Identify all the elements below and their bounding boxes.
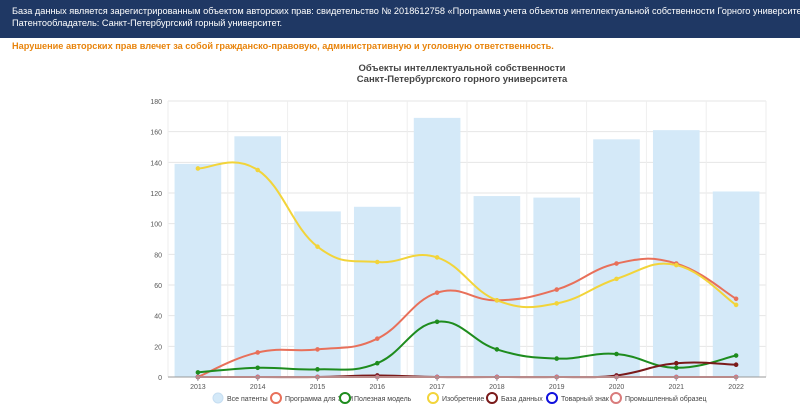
x-tick-label: 2015 <box>310 384 326 391</box>
series-2-point <box>315 244 320 249</box>
x-tick-label: 2018 <box>489 384 505 391</box>
series-0-point <box>255 350 261 355</box>
copyright-warning: Нарушение авторских прав влечет за собой… <box>12 41 554 51</box>
y-tick-label: 140 <box>150 160 162 167</box>
series-1-line <box>197 320 737 374</box>
y-tick-label: 80 <box>154 252 162 259</box>
y-tick-label: 60 <box>154 283 162 290</box>
bar-all-patents <box>533 197 581 377</box>
chart-title-line: Объекты интеллектуальной собственности <box>359 63 566 74</box>
chart-title: Объекты интеллектуальной собственностиСа… <box>357 63 568 85</box>
banner-line-2: Патентообладатель: Санкт-Петербургский г… <box>12 18 283 28</box>
bar-all-patents <box>593 139 640 377</box>
legend-label: Все патенты <box>227 396 268 403</box>
legend-marker <box>610 392 622 404</box>
chart-title-line: Санкт-Петербургского горного университет… <box>357 74 568 85</box>
series-0-point <box>614 261 619 266</box>
bar-all-patents <box>473 196 521 377</box>
bar-all-patents <box>294 211 341 377</box>
ip-objects-chart: 0 20 40 60 80 100 120 140 160 180 2013 2014 2015 2016… <box>150 63 767 404</box>
x-tick-label: 2013 <box>190 384 206 391</box>
series-2-point <box>255 167 261 173</box>
series-1-point <box>375 360 380 366</box>
series-0-point <box>554 287 560 292</box>
y-tick-label: 0 <box>158 375 162 382</box>
series-points <box>195 166 739 380</box>
legend-label: Полезная модель <box>354 396 412 403</box>
bar-all-patents <box>174 163 222 377</box>
axes: 0 20 40 60 80 100 120 140 160 180 2013 2014 2015 2016… <box>150 99 766 391</box>
legend-marker <box>486 392 498 404</box>
legend-label: Промышленный образец <box>625 395 707 403</box>
legend: Все патенты Программа для ЭВМ Полезная мод… <box>212 392 707 404</box>
series-1-point <box>195 370 201 375</box>
legend-marker <box>546 392 558 404</box>
series-2-point <box>674 262 679 268</box>
legend-marker <box>427 392 439 404</box>
x-tick-label: 2014 <box>250 384 266 391</box>
x-tick-label: 2021 <box>669 384 685 391</box>
series-1-point <box>255 365 261 371</box>
series-0-line <box>197 257 737 378</box>
bar-all-patents <box>353 206 401 377</box>
legend-label: Товарный знак <box>561 395 610 403</box>
legend-label: Изобретение <box>442 395 484 403</box>
x-tick-label: 2019 <box>549 384 565 391</box>
series-1-point <box>315 367 320 372</box>
series-1-point <box>494 347 500 352</box>
series-2-point <box>434 255 440 260</box>
legend-marker-all-patents <box>212 392 224 404</box>
copyright-banner: База данных является зарегистрированным … <box>0 0 800 38</box>
x-tick-label: 2016 <box>370 384 386 391</box>
y-tick-label: 20 <box>154 344 162 351</box>
series-2-point <box>614 276 619 282</box>
legend-marker <box>339 392 351 404</box>
series-1-point <box>554 356 560 361</box>
x-tick-label: 2020 <box>609 384 625 391</box>
series-3-point <box>733 362 739 368</box>
x-tick-label: 2022 <box>728 384 744 391</box>
series-1-point <box>614 351 619 357</box>
series-2-point <box>375 259 380 265</box>
y-tick-label: 180 <box>150 99 162 106</box>
legend-label: База данных <box>501 396 543 403</box>
series-2-point <box>195 166 201 171</box>
series-0-point <box>434 290 440 295</box>
series-1-point <box>733 353 739 358</box>
y-tick-label: 40 <box>154 314 162 321</box>
series-0-point <box>375 336 380 341</box>
y-tick-label: 160 <box>150 130 162 137</box>
series-2-point <box>554 301 560 306</box>
series-0-point <box>315 347 320 352</box>
series-1-point <box>434 319 440 325</box>
bar-all-patents <box>712 191 760 377</box>
x-tick-label: 2017 <box>429 384 445 391</box>
y-tick-label: 120 <box>150 191 162 198</box>
series-2-point <box>733 302 739 308</box>
bar-all-patents <box>234 136 282 377</box>
series-3-point <box>674 360 679 366</box>
y-tick-label: 100 <box>150 222 162 229</box>
legend-label: Программа для ЭВМ <box>285 396 353 403</box>
series-1-point <box>674 365 679 371</box>
series-2-line <box>197 161 737 309</box>
series-0-point <box>733 296 739 302</box>
bar-all-patents <box>652 130 700 377</box>
legend-marker <box>270 392 282 404</box>
series-2-point <box>494 298 500 303</box>
bar-all-patents <box>413 117 461 377</box>
banner-line-1: База данных является зарегистрированным … <box>12 6 800 16</box>
